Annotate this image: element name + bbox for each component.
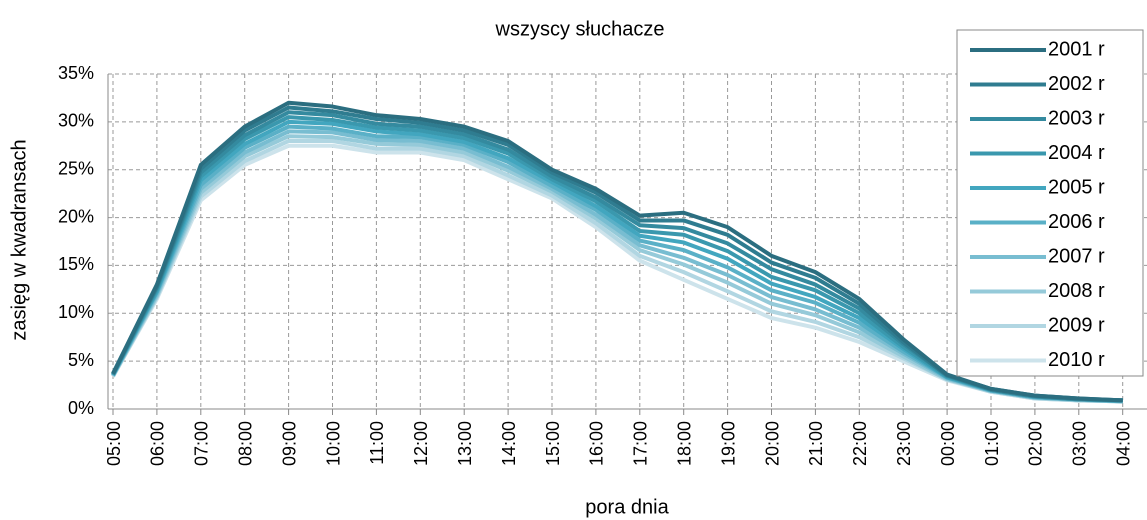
x-tick-label: 21:00 xyxy=(806,421,826,466)
legend-label: 2002 r xyxy=(1048,73,1105,95)
x-tick-label: 01:00 xyxy=(982,421,1002,466)
x-tick-label: 14:00 xyxy=(499,421,519,466)
y-tick-label: 25% xyxy=(58,158,94,178)
y-tick-label: 5% xyxy=(68,350,94,370)
x-tick-label: 02:00 xyxy=(1026,421,1046,466)
x-tick-label: 03:00 xyxy=(1070,421,1090,466)
x-tick-label: 15:00 xyxy=(543,421,563,466)
x-tick-label: 22:00 xyxy=(850,421,870,466)
x-tick-label: 12:00 xyxy=(411,421,431,466)
series-line xyxy=(111,100,1123,403)
x-tick-label: 07:00 xyxy=(192,421,212,466)
x-tick-label: 08:00 xyxy=(235,421,255,466)
legend-label: 2005 r xyxy=(1048,176,1105,198)
legend-label: 2010 r xyxy=(1048,349,1105,371)
y-tick-label: 35% xyxy=(58,63,94,83)
legend-label: 2003 r xyxy=(1048,107,1105,129)
x-tick-label: 19:00 xyxy=(718,421,738,466)
y-axis-title: zasięg w kwadransach xyxy=(8,139,30,340)
legend: 2001 r 2002 r 2003 r 2004 r 2005 r 2006 r 2007… xyxy=(956,29,1144,377)
x-tick-label: 13:00 xyxy=(455,421,475,466)
legend-box xyxy=(956,29,1144,377)
y-tick-label: 20% xyxy=(58,206,94,226)
legend-label: 2006 r xyxy=(1048,211,1105,233)
x-tick-label: 00:00 xyxy=(938,421,958,466)
x-tick-label: 11:00 xyxy=(367,421,387,465)
x-tick-label: 20:00 xyxy=(762,421,782,466)
y-tick-label: 10% xyxy=(58,302,94,322)
legend-label: 2001 r xyxy=(1048,38,1105,60)
x-tick-label: 10:00 xyxy=(323,421,343,466)
legend-label: 2009 r xyxy=(1048,314,1105,336)
y-tick-label: 30% xyxy=(58,111,94,131)
x-tick-label: 18:00 xyxy=(674,421,694,466)
chart-title: wszyscy słuchacze xyxy=(495,18,665,40)
x-tick-label: 23:00 xyxy=(894,421,914,466)
x-tick-label: 04:00 xyxy=(1113,421,1133,466)
y-tick-label: 15% xyxy=(58,254,94,274)
legend-label: 2004 r xyxy=(1048,142,1105,164)
x-axis-title: pora dnia xyxy=(585,496,669,518)
x-tick-label: 06:00 xyxy=(148,421,168,466)
x-tick-label: 16:00 xyxy=(587,421,607,466)
x-tick-label: 09:00 xyxy=(279,421,299,466)
legend-label: 2007 r xyxy=(1048,245,1105,267)
x-tick-label: 05:00 xyxy=(104,421,124,466)
x-tick-label: 17:00 xyxy=(631,421,651,466)
legend-label: 2008 r xyxy=(1048,280,1105,302)
y-tick-label: 0% xyxy=(68,398,94,418)
